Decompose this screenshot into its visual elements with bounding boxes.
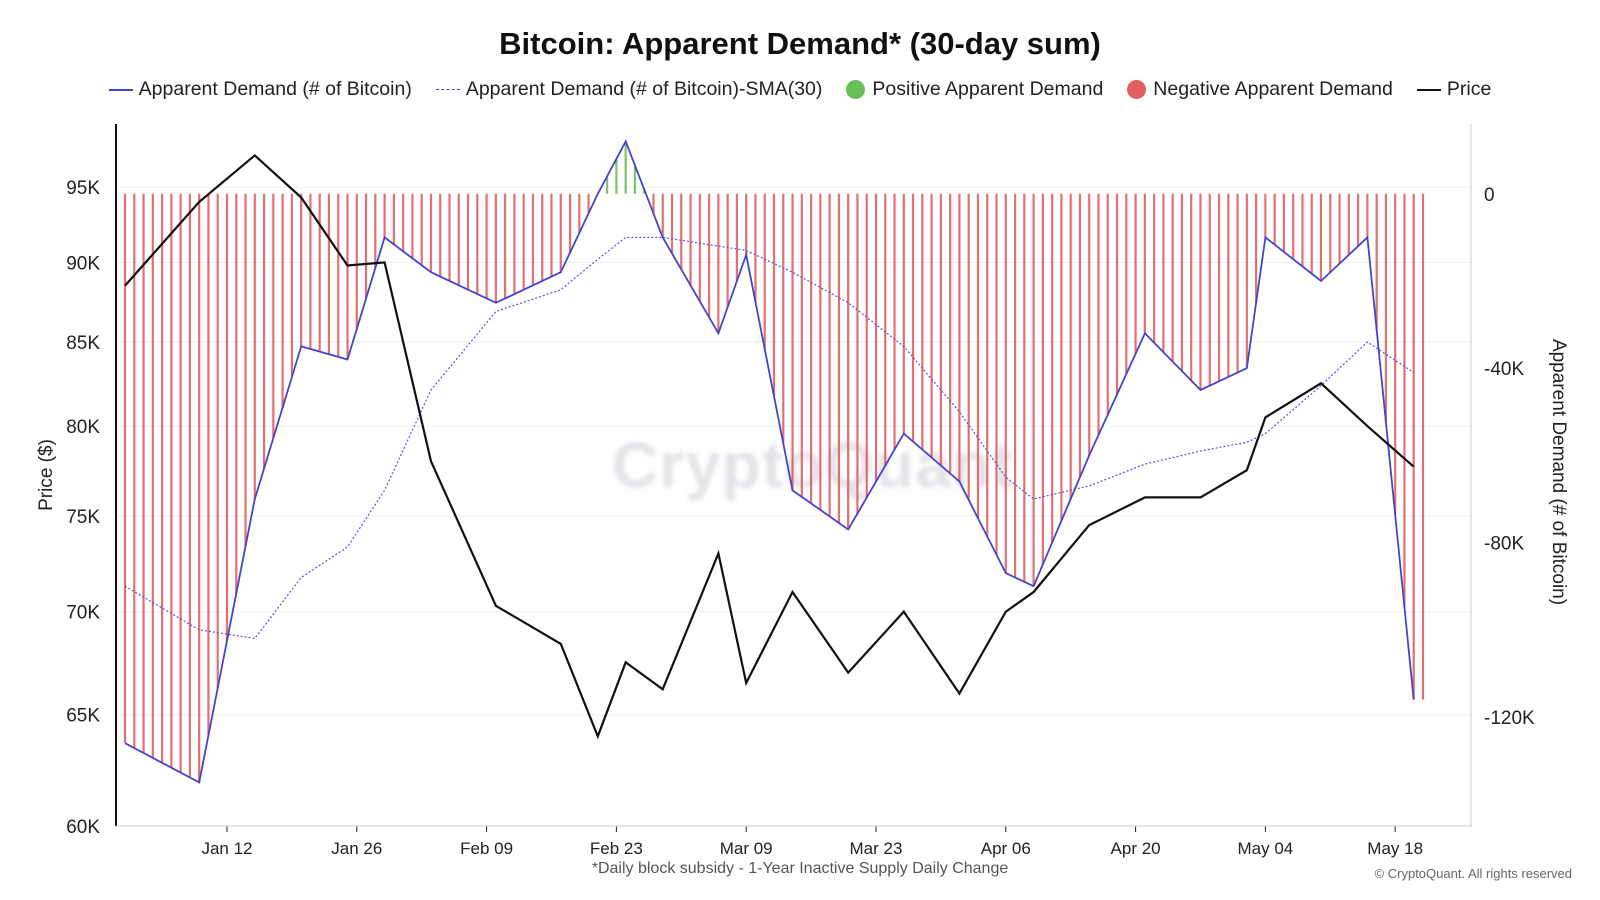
legend-item-negative[interactable]: Negative Apparent Demand xyxy=(1127,78,1393,101)
right-tick-label: -40K xyxy=(1484,359,1524,380)
left-tick-label: 65K xyxy=(66,706,100,727)
left-tick-label: 95K xyxy=(66,178,100,199)
footnote: *Daily block subsidy - 1-Year Inactive S… xyxy=(591,860,1009,877)
legend-label-price: Price xyxy=(1446,78,1492,100)
x-tick-label: May 04 xyxy=(1238,839,1294,858)
left-tick-label: 85K xyxy=(66,333,100,354)
price-line-swatch xyxy=(1416,88,1441,91)
sma-line-swatch xyxy=(435,89,460,90)
left-tick-label: 75K xyxy=(66,507,100,528)
left-tick-label: 60K xyxy=(66,817,100,838)
x-tick-label: Apr 06 xyxy=(981,839,1031,858)
left-axis-title: Price ($) xyxy=(36,439,57,511)
legend-label-demand: Apparent Demand (# of Bitcoin) xyxy=(138,78,412,100)
chart-title: Bitcoin: Apparent Demand* (30-day sum) xyxy=(499,26,1101,61)
x-tick-label: May 18 xyxy=(1367,839,1423,858)
x-tick-label: Feb 23 xyxy=(590,839,643,858)
series-lines-group xyxy=(124,139,1415,784)
x-tick-label: Mar 23 xyxy=(850,839,903,858)
right-tick-label: -80K xyxy=(1484,534,1524,555)
x-tick-label: Jan 12 xyxy=(201,839,252,858)
demand-bars-group xyxy=(123,141,1425,783)
demand-series-line xyxy=(124,139,1415,784)
x-tick-label: Mar 09 xyxy=(720,839,773,858)
legend-item-positive[interactable]: Positive Apparent Demand xyxy=(846,78,1103,101)
watermark-logo: CryptoQuant xyxy=(612,429,1015,501)
x-tick-label: Feb 09 xyxy=(460,839,513,858)
left-tick-label: 90K xyxy=(66,253,100,274)
x-tick-label: Apr 20 xyxy=(1111,839,1161,858)
x-tick-label: Jan 26 xyxy=(331,839,382,858)
positive-dot-swatch xyxy=(846,80,866,99)
left-tick-label: 80K xyxy=(66,417,100,438)
sma-series-line xyxy=(124,236,1415,640)
left-tick-label: 70K xyxy=(66,603,100,624)
price-series-line xyxy=(124,153,1415,740)
right-tick-label: 0 xyxy=(1484,185,1495,206)
negative-dot-swatch xyxy=(1127,80,1147,99)
legend-label-sma: Apparent Demand (# of Bitcoin)-SMA(30) xyxy=(465,78,823,100)
legend-label-positive: Positive Apparent Demand xyxy=(872,78,1104,100)
demand-line-swatch xyxy=(108,88,133,91)
copyright-notice: © CryptoQuant. All rights reserved xyxy=(1374,866,1572,881)
right-tick-label: -120K xyxy=(1484,708,1535,729)
legend-item-sma[interactable]: Apparent Demand (# of Bitcoin)-SMA(30) xyxy=(435,78,823,101)
right-axis-title: Apparent Demand (# of Bitcoin) xyxy=(1548,339,1569,605)
chart-legend: Apparent Demand (# of Bitcoin) Apparent … xyxy=(0,78,1600,101)
axis-labels-group: 95K 90K 85K 80K 75K 70K 65K 60K 0 -40K -80K -120K Ja… xyxy=(36,178,1569,858)
legend-item-demand[interactable]: Apparent Demand (# of Bitcoin) xyxy=(108,78,412,101)
legend-item-price[interactable]: Price xyxy=(1416,78,1492,101)
legend-label-negative: Negative Apparent Demand xyxy=(1153,78,1393,100)
